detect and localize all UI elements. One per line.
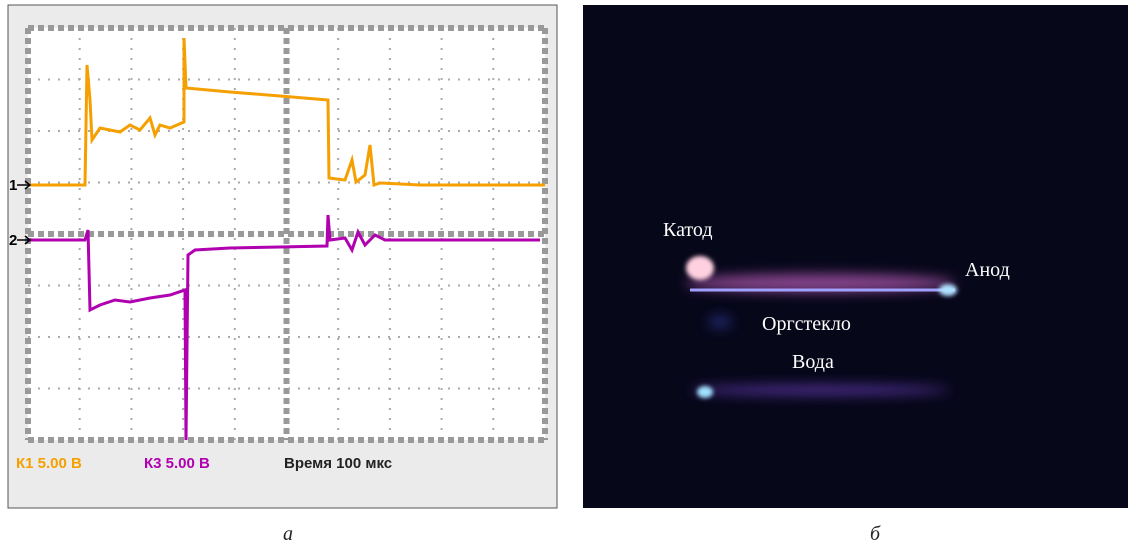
- water-label: Вода: [792, 351, 834, 373]
- figure: 1 2 К1 5.00 В К3 5.00 В Время 100 мкс а …: [0, 0, 1136, 546]
- reflection-spot: [697, 386, 713, 398]
- water-reflection: [690, 385, 950, 395]
- anode-spot: [939, 284, 957, 296]
- photo: [583, 5, 1128, 508]
- cathode-spot: [686, 256, 714, 280]
- marker-1: 1: [9, 177, 17, 194]
- caption-a: а: [283, 523, 293, 545]
- page: 1 2 К1 5.00 В К3 5.00 В Время 100 мкс а …: [0, 0, 1136, 546]
- timebase-label: Время 100 мкс: [284, 455, 392, 472]
- channel-1-label: К1 5.00 В: [16, 455, 82, 472]
- anode-label: Анод: [965, 259, 1010, 281]
- plexiglass-label: Оргстекло: [762, 313, 851, 335]
- marker-2: 2: [9, 232, 17, 249]
- cathode-label: Катод: [663, 219, 713, 241]
- caption-b: б: [870, 523, 881, 545]
- glow: [708, 316, 732, 328]
- channel-3-label: К3 5.00 В: [144, 455, 210, 472]
